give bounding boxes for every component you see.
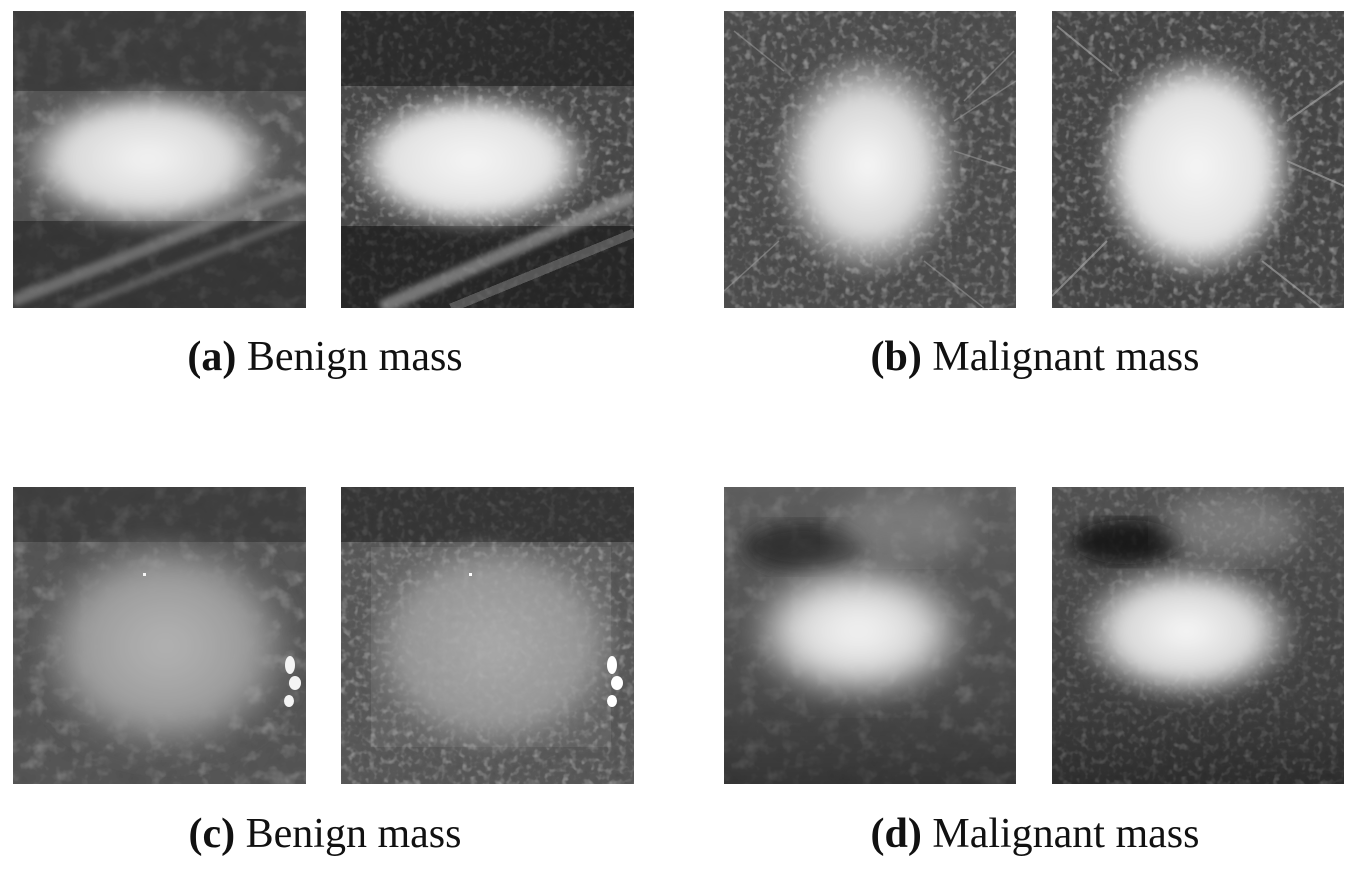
malignant-mass-processed-image	[1052, 487, 1344, 784]
malignant-mass-processed-image	[1052, 11, 1344, 308]
panel-c-image-processed	[341, 487, 634, 784]
benign-mass-original-image	[13, 11, 306, 308]
benign-mass-processed-image	[341, 11, 634, 308]
caption-b: (b) Malignant mass	[820, 336, 1250, 378]
caption-a-text: Benign mass	[247, 334, 463, 380]
caption-c-text: Benign mass	[246, 811, 462, 857]
caption-b-letter: (b)	[871, 334, 922, 380]
panel-a-image-processed	[341, 11, 634, 308]
caption-b-text: Malignant mass	[932, 334, 1199, 380]
benign-mass-processed-image	[341, 487, 634, 784]
panel-a-image-original	[13, 11, 306, 308]
caption-c-letter: (c)	[189, 811, 236, 857]
panel-d-image-processed	[1052, 487, 1344, 784]
malignant-mass-original-image	[724, 11, 1016, 308]
benign-mass-original-image	[13, 487, 306, 784]
caption-a-letter: (a)	[187, 334, 236, 380]
panel-b-image-processed	[1052, 11, 1344, 308]
caption-a: (a) Benign mass	[150, 336, 500, 378]
malignant-mass-original-image	[724, 487, 1016, 784]
caption-d: (d) Malignant mass	[820, 813, 1250, 855]
caption-d-letter: (d)	[871, 811, 922, 857]
caption-d-text: Malignant mass	[932, 811, 1199, 857]
panel-c-image-original	[13, 487, 306, 784]
caption-c: (c) Benign mass	[150, 813, 500, 855]
panel-b-image-original	[724, 11, 1016, 308]
panel-d-image-original	[724, 487, 1016, 784]
